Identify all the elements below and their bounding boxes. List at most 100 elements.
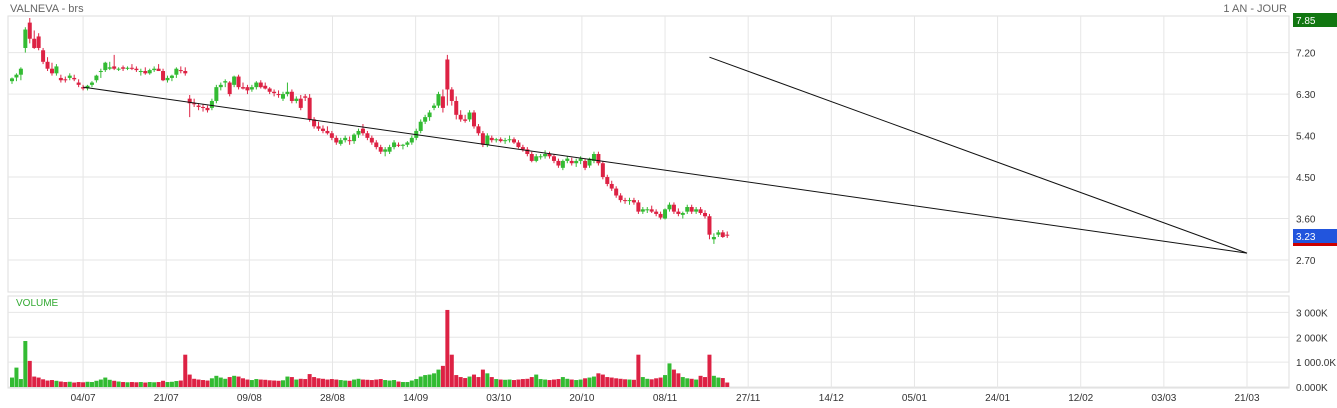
volume-bar <box>720 378 725 387</box>
date-tick-label: 14/09 <box>403 393 428 404</box>
volume-bar <box>485 373 490 387</box>
date-tick-label: 03/10 <box>486 393 511 404</box>
volume-bar <box>378 379 383 387</box>
volume-bar <box>623 379 628 387</box>
volume-bar <box>338 380 343 387</box>
volume-bar <box>605 377 610 387</box>
candle-body <box>587 158 592 166</box>
volume-bar <box>600 374 605 387</box>
volume-bar <box>143 382 148 387</box>
candle-body <box>103 62 108 71</box>
volume-bar <box>112 380 117 387</box>
candle-body <box>258 82 263 88</box>
price-axis: 7.20 6.30 5.40 4.50 3.60 2.70 <box>1296 49 1316 267</box>
volume-bar <box>609 377 614 387</box>
date-tick-label: 04/07 <box>71 393 96 404</box>
candle-body <box>485 135 490 145</box>
candle-body <box>667 204 672 210</box>
candle-body <box>316 126 321 129</box>
price-tick-label: 2.70 <box>1296 256 1316 267</box>
volume-bar <box>241 378 246 387</box>
candle-body <box>449 89 454 101</box>
candle-body <box>427 112 432 118</box>
candle-body <box>454 100 459 115</box>
volume-bar <box>72 382 77 387</box>
volume-bar <box>249 380 254 387</box>
candle-body <box>503 140 508 142</box>
candle-body <box>400 144 405 146</box>
volume-bar <box>347 380 352 387</box>
candle-body <box>187 98 192 104</box>
candle-body <box>574 160 579 164</box>
volume-bar <box>192 378 197 387</box>
volume-bar <box>183 354 188 387</box>
volume-bar <box>418 376 423 387</box>
volume-bar <box>356 378 361 387</box>
candle-body <box>374 142 379 148</box>
volume-bar <box>298 378 303 387</box>
volume-bar <box>223 378 228 387</box>
volume-bar <box>703 377 708 387</box>
candle-body <box>596 154 601 164</box>
candle-body <box>125 67 130 69</box>
volume-bar <box>618 378 623 387</box>
candle-body <box>614 188 619 196</box>
volume-bar <box>272 380 277 387</box>
volume-bar <box>414 379 419 387</box>
volume-bar <box>463 378 468 387</box>
volume-bar <box>716 377 721 387</box>
candle-body <box>645 209 650 211</box>
candle-body <box>347 140 352 142</box>
candle-body <box>285 91 290 95</box>
last-price-badge: 3.23 <box>1293 229 1337 246</box>
candle-body <box>698 209 703 214</box>
volume-bar <box>236 376 241 387</box>
candle-body <box>543 154 548 157</box>
volume-bar <box>165 382 170 387</box>
candle-body <box>378 147 383 152</box>
candle-body <box>218 84 223 88</box>
volume-bar <box>63 382 68 387</box>
volume-bar <box>134 382 139 387</box>
date-tick-label: 28/08 <box>320 393 345 404</box>
candle-body <box>600 163 605 178</box>
volume-bar <box>658 377 663 387</box>
date-axis: 04/07 21/07 09/08 28/08 14/09 03/10 20/10 08/11… <box>71 393 1260 404</box>
volume-bar <box>36 377 41 387</box>
volume-bar <box>178 380 183 387</box>
volume-bar <box>107 379 112 387</box>
volume-bar <box>343 380 348 387</box>
candle-body <box>560 160 565 168</box>
candle-body <box>14 74 19 78</box>
volume-bar <box>449 354 454 387</box>
volume-bar <box>147 382 152 387</box>
candle-body <box>129 67 134 69</box>
candle-body <box>436 94 441 106</box>
volume-bar <box>23 341 28 387</box>
volume-bar <box>98 379 103 387</box>
last-price-marker <box>1293 243 1337 246</box>
volume-bar <box>392 380 397 387</box>
candle-body <box>85 85 90 89</box>
volume-bar <box>227 377 232 387</box>
candle-body <box>18 68 23 75</box>
candle-body <box>183 71 188 74</box>
candle-body <box>227 82 232 95</box>
volume-bar <box>303 379 308 387</box>
volume-bar <box>129 382 134 387</box>
period-label[interactable]: 1 AN - JOUR <box>1223 3 1287 15</box>
volume-bar <box>205 380 210 387</box>
candle-body <box>58 77 63 81</box>
candle-body <box>356 130 361 135</box>
volume-bar <box>258 379 263 387</box>
candle-body <box>152 68 157 71</box>
price-tick-label: 7.20 <box>1296 49 1316 60</box>
date-tick-label: 08/11 <box>653 393 678 404</box>
candle-body <box>161 71 166 81</box>
candle-body <box>525 149 530 154</box>
volume-tick-label: 0.000K <box>1296 383 1328 394</box>
candle-body <box>10 78 14 82</box>
volume-bar <box>685 378 690 387</box>
grid <box>8 16 1289 388</box>
volume-bar <box>507 379 512 387</box>
